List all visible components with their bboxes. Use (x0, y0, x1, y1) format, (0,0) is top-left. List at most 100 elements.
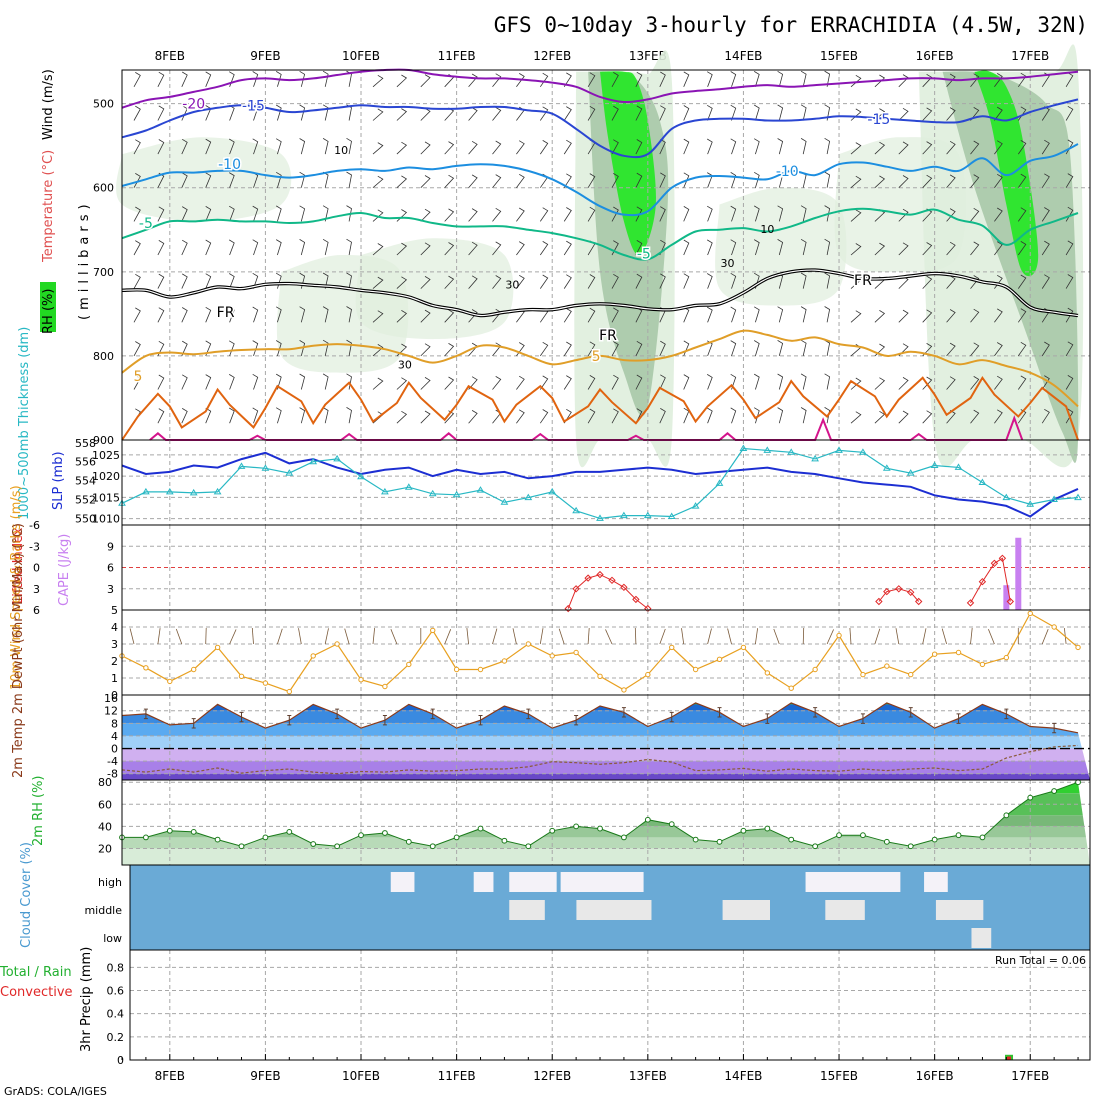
wind-barb (322, 205, 329, 222)
wind-barb (228, 407, 235, 424)
minmax-bar (621, 707, 626, 718)
thickness-line (121, 447, 1079, 520)
thickness-marker (954, 463, 963, 470)
wind-barb (275, 138, 282, 155)
wind-barb (516, 73, 525, 88)
li-marker (895, 585, 903, 593)
wind-barb (635, 139, 643, 155)
wind-barb (228, 138, 235, 155)
wind10m-series (119, 610, 1081, 695)
wind-barb (1065, 274, 1074, 289)
thickness-marker (1002, 493, 1011, 501)
wind-barb (1065, 206, 1074, 222)
wind-barb (777, 340, 784, 357)
wind-barb (420, 309, 431, 323)
wind-barb (946, 107, 956, 121)
wind-barb (587, 375, 596, 390)
rh2m-marker (382, 830, 388, 836)
wind10m-marker (740, 644, 747, 651)
precip-convective-bar (1007, 1056, 1012, 1060)
wind-barb (157, 206, 165, 222)
wind-barb (730, 272, 737, 289)
wind-barb (994, 173, 1003, 188)
wind-barb (635, 206, 643, 222)
wind10m-marker (812, 666, 818, 673)
wind-barb (730, 340, 737, 357)
wind10m-barb (922, 628, 927, 645)
wind-barb (898, 377, 909, 390)
rh2m-marker (1051, 788, 1058, 794)
cloud-cover-fill (130, 865, 1090, 950)
thickness-marker (333, 454, 341, 462)
wind-barb (492, 241, 502, 256)
wind10m-marker (908, 671, 914, 678)
wind-barb (205, 138, 212, 155)
wind-barb (372, 243, 384, 256)
li-line-0 (567, 574, 649, 609)
rh2m-marker (453, 834, 460, 841)
wind-barb (800, 339, 807, 356)
wind-barb (946, 275, 956, 289)
upper-air-panel: -20 -15 -15 -10 -10 -5 -5 5 5 FR FR FR 10 10 30 30 30 50… (40, 44, 1091, 468)
wind-barb (970, 73, 980, 88)
wind-barb (922, 73, 933, 88)
wind-barb (587, 307, 596, 323)
wind10m-axis: 0 1 2 3 4 5 (111, 604, 118, 702)
wind-barb (563, 375, 572, 390)
wind-barb (181, 71, 188, 87)
wind-barb (372, 209, 384, 222)
wind-barb (777, 138, 784, 155)
wind-barb (275, 171, 282, 188)
wind-barb (777, 306, 784, 323)
wind10m-marker (238, 673, 245, 679)
wind-barb (444, 174, 455, 188)
wind-barb (252, 205, 259, 222)
wind10m-marker (788, 685, 794, 691)
wind-barb (850, 209, 862, 222)
wind-barb (922, 410, 933, 424)
rh2m-marker (358, 832, 364, 839)
wind10m-marker (406, 661, 412, 668)
wind-barb (133, 206, 141, 222)
wind-barb (468, 208, 478, 222)
wind-barb (228, 273, 235, 289)
rh2m-axis: 20 40 60 80 (98, 776, 112, 855)
wind-barb (539, 274, 549, 289)
slp-thickness-panel: 550 552 554 556 558 1010 1015 1020 1025 1000~500… (17, 327, 1091, 526)
cloud-axis-label: Cloud Cover (%) (19, 842, 34, 948)
wind-barb (683, 239, 690, 256)
rh-region-4 (942, 71, 1079, 463)
rh-band-4 (122, 837, 1090, 849)
precip-total-label: Total / Rain (0, 965, 72, 980)
wind10m-marker (692, 666, 699, 673)
cloud-gap-high-1 (473, 872, 494, 892)
wind10m-marker (1075, 644, 1081, 651)
wind10m-barb (659, 628, 666, 645)
slp-grid (122, 440, 1090, 525)
wind-barb (706, 205, 713, 222)
wind-barb (420, 343, 431, 357)
slp-thickness-axes: 550 552 554 556 558 1010 1015 1020 1025 (75, 437, 120, 526)
wind-barb (372, 74, 384, 88)
li-marker (966, 599, 975, 607)
wind10m-tick-1: 1 (111, 672, 118, 685)
wind10m-barb (707, 628, 712, 645)
rh2m-marker (907, 843, 914, 850)
wind-barb (1065, 240, 1074, 256)
minmax-bar (191, 718, 196, 729)
bottom-date-label-13FEB: 13FEB (629, 1069, 667, 1083)
wind-barb (444, 242, 455, 256)
wind-barb (468, 376, 478, 390)
wind-barb (611, 206, 619, 222)
wind-barb (396, 310, 408, 323)
wind-barb (706, 239, 713, 256)
wind-barb (516, 173, 525, 188)
minmax-bar (813, 707, 818, 718)
cape-bar-1 (1015, 537, 1022, 610)
wind-barb (372, 344, 384, 357)
wind10m-marker (143, 665, 149, 671)
thickness-marker (930, 461, 939, 468)
wind-barb (133, 139, 141, 155)
top-date-label-8FEB: 8FEB (155, 49, 185, 63)
precip-tick-0.2: 0.2 (107, 1031, 125, 1044)
